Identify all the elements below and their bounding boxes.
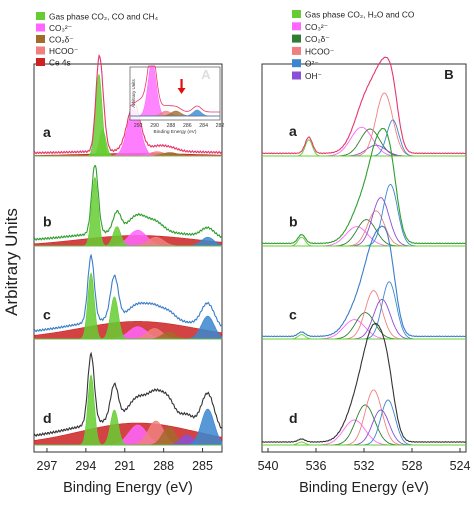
legend-label: Ce 4s [49, 58, 71, 68]
legend-label: CO₂δ⁻ [49, 35, 74, 45]
plot-frame [261, 63, 467, 453]
spectrum-line [261, 127, 467, 245]
legend-label: CO₂δ⁻ [305, 34, 330, 44]
panel-a: Aabcd297294291288285Binding Energy (eV)G… [33, 12, 225, 496]
spectrum-line [33, 253, 223, 333]
x-axis-label: Binding Energy (eV) [299, 480, 429, 496]
x-axis-label: Binding Energy (eV) [63, 480, 193, 496]
inset-peak [130, 109, 220, 117]
x-tick-label: 297 [37, 459, 58, 473]
legend-swatch [36, 35, 45, 43]
inset-tick-label: 288 [167, 123, 176, 129]
y-axis-label: Arbitrary Units [2, 208, 21, 316]
legend-label: O²⁻ [305, 59, 319, 69]
component-peak [34, 374, 222, 446]
arrow-head-icon [177, 88, 186, 94]
x-tick-label: 285 [192, 459, 213, 473]
component-peak [262, 236, 466, 247]
trace-label: b [43, 214, 52, 230]
component-peak [34, 129, 222, 157]
legend-swatch [292, 34, 301, 43]
legend-swatch [36, 58, 45, 66]
trace-label: a [43, 124, 51, 140]
legend-swatch [292, 10, 301, 18]
x-tick-label: 288 [153, 459, 174, 473]
component-peak [262, 441, 466, 446]
component-peak [262, 144, 466, 157]
inset-tick-label: 290 [150, 123, 159, 129]
legend-label: HCOO⁻ [49, 46, 78, 56]
spectrum-line [261, 322, 467, 443]
inset-tick-label: 292 [134, 123, 143, 129]
spectrum-line [261, 56, 467, 155]
inset-tick-label: 286 [183, 123, 192, 129]
x-tick-label: 536 [306, 459, 327, 473]
spectrum-line [33, 351, 223, 437]
legend-swatch [292, 46, 301, 55]
x-tick-label: 294 [75, 459, 96, 473]
legend-label: CO₃²⁻ [49, 23, 72, 33]
trace-label: d [289, 410, 298, 426]
inset-tick-label: 282 [216, 123, 225, 129]
x-tick-label: 524 [450, 459, 471, 473]
component-peak [262, 334, 466, 340]
legend-swatch [36, 46, 45, 55]
spectrum-line [261, 225, 467, 338]
plot-frame [33, 63, 223, 453]
x-tick-label: 528 [402, 459, 423, 473]
panel-b: Ba b c d 540 536 532 528 524 Binding Energy (eV) G… [258, 10, 471, 497]
x-tick-label: 540 [258, 459, 279, 473]
trace-label: b [289, 214, 298, 230]
legend-swatch [292, 59, 301, 68]
inset-x-label: Binding Energy (eV) [154, 129, 197, 135]
x-tick-label: 291 [114, 459, 135, 473]
legend-swatch [36, 12, 45, 20]
panel-label: B [444, 67, 453, 82]
trace-label: c [289, 307, 297, 323]
trace-label: c [43, 307, 51, 323]
legend-swatch [292, 71, 301, 80]
legend-label: OH⁻ [305, 71, 322, 81]
component-peak [34, 272, 222, 340]
spectrum-line [33, 53, 223, 155]
component-peak [262, 139, 466, 157]
legend-label: Gas phase CO₂, CO and CH₄ [49, 12, 159, 22]
legend-label: HCOO⁻ [305, 46, 334, 56]
legend-swatch [292, 22, 301, 31]
inset-tick-label: 284 [199, 123, 208, 129]
inset-spectrum-line [129, 65, 220, 113]
spectrum-line [33, 165, 222, 241]
legend-label: Gas phase CO₂, H₂O and CO [305, 10, 415, 20]
trace-label: d [43, 410, 52, 426]
legend-swatch [36, 23, 45, 32]
x-tick-label: 532 [354, 459, 375, 473]
inset-y-label: Arbitrary Units [131, 79, 136, 108]
trace-label: a [289, 123, 297, 139]
component-peak [34, 176, 222, 247]
legend-label: CO₃²⁻ [305, 22, 328, 32]
